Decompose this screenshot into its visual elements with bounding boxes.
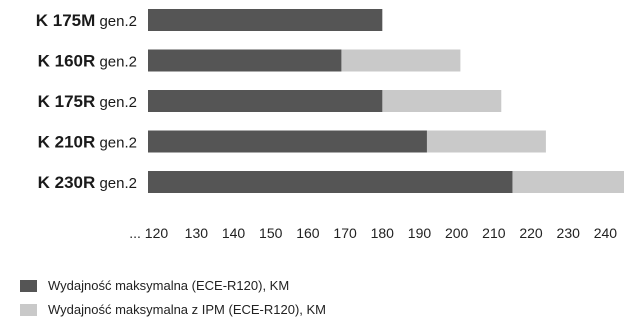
x-tick-label: 160 [296, 225, 320, 241]
x-tick-label: 230 [557, 225, 581, 241]
x-tick-label: 210 [482, 225, 506, 241]
legend-label-max: Wydajność maksymalna (ECE-R120), KM [48, 278, 290, 293]
x-tick-label: 190 [408, 225, 432, 241]
category-label: K 175M gen.2 [36, 11, 137, 30]
category-label: K 210R gen.2 [38, 133, 137, 152]
legend-swatch-ipm [20, 303, 37, 316]
x-tick-label: 200 [445, 225, 469, 241]
category-label: K 160R gen.2 [38, 52, 137, 71]
x-tick-label: 220 [519, 225, 543, 241]
category-label: K 230R gen.2 [38, 173, 137, 192]
x-axis-ticks: ... 120 130 140 150 160 170 180 190 200 210 220 230… [129, 225, 617, 241]
bars [148, 9, 624, 193]
bar-max [148, 90, 383, 112]
x-tick-label: 150 [259, 225, 283, 241]
bar-max [148, 9, 383, 31]
category-label: K 175R gen.2 [38, 92, 137, 111]
x-tick-label: 130 [185, 225, 209, 241]
x-tick-label: 240 [594, 225, 618, 241]
legend-label-ipm: Wydajność maksymalna z IPM (ECE-R120), K… [48, 302, 327, 317]
x-tick-label: 140 [222, 225, 246, 241]
legend-item-max: Wydajność maksymalna (ECE-R120), KM [20, 278, 289, 293]
x-tick-label: 170 [333, 225, 357, 241]
x-tick-label: ... 120 [129, 225, 168, 241]
legend-swatch-max [20, 279, 37, 292]
category-labels: K 175M gen.2 K 160R gen.2 K 175R gen.2 K 21… [36, 11, 137, 192]
bar-max [148, 130, 427, 153]
legend-item-ipm: Wydajność maksymalna z IPM (ECE-R120), K… [20, 302, 326, 317]
bar-max [148, 49, 342, 72]
x-tick-label: 180 [371, 225, 395, 241]
bar-max [148, 171, 513, 193]
